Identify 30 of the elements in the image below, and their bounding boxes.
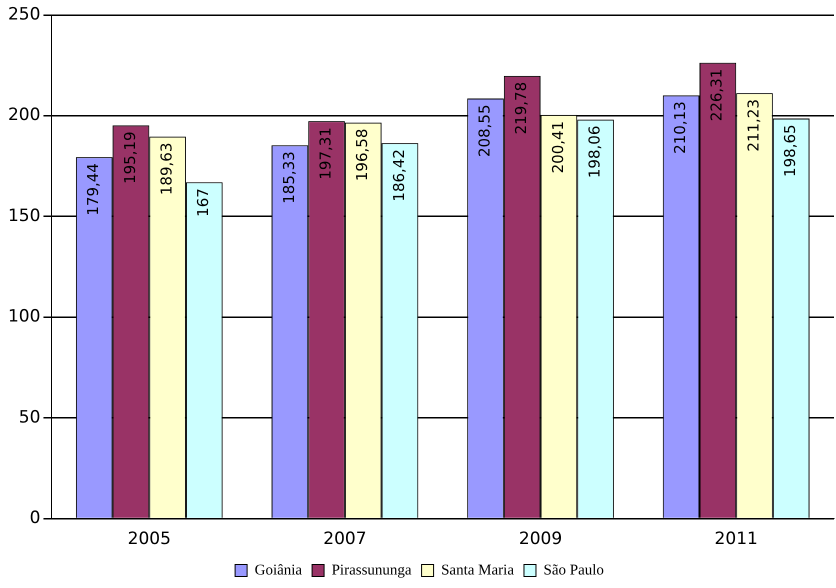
y-tick-label: 150 bbox=[8, 206, 40, 226]
y-tick-label: 50 bbox=[18, 407, 40, 428]
y-tick-label: 0 bbox=[30, 508, 40, 528]
data-label: 185,33 bbox=[280, 151, 298, 204]
legend-label: Goiânia bbox=[254, 562, 302, 578]
data-label: 195,19 bbox=[120, 131, 139, 184]
legend-label: Santa Maria bbox=[441, 562, 514, 578]
data-label: 200,41 bbox=[548, 120, 567, 174]
y-tick-label: 100 bbox=[8, 306, 40, 327]
x-tick-label: 2005 bbox=[128, 529, 171, 550]
data-label: 196,58 bbox=[353, 128, 372, 182]
data-label: 186,42 bbox=[390, 149, 408, 202]
legend-label: Pirassununga bbox=[332, 562, 412, 578]
x-tick-label: 2007 bbox=[323, 529, 367, 550]
x-tick-label: 2009 bbox=[518, 529, 562, 550]
data-label: 197,31 bbox=[316, 127, 334, 180]
y-tick-label: 200 bbox=[8, 105, 40, 126]
data-label: 219,78 bbox=[512, 82, 530, 134]
data-label: 211,23 bbox=[744, 99, 762, 152]
data-label: 189,63 bbox=[158, 142, 176, 196]
data-label: 167 bbox=[194, 188, 212, 217]
data-label: 208,55 bbox=[475, 104, 494, 157]
data-label: 179,44 bbox=[84, 163, 102, 216]
x-tick-label: 2011 bbox=[714, 529, 758, 550]
data-label: 226,31 bbox=[708, 68, 726, 122]
data-label: 198,06 bbox=[585, 126, 604, 178]
y-tick-label: 250 bbox=[8, 4, 40, 24]
legend-label: São Paulo bbox=[543, 562, 604, 578]
data-label: 198,65 bbox=[781, 124, 800, 177]
data-label: 210,13 bbox=[671, 101, 690, 154]
